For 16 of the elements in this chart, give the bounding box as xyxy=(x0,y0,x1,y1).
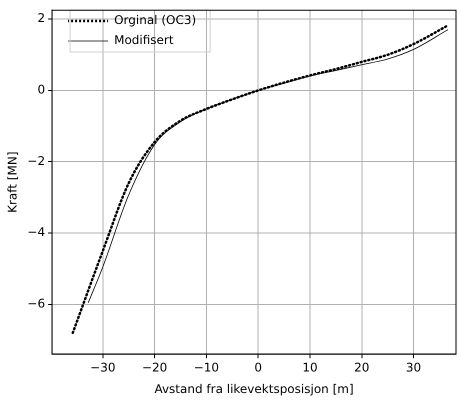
x-tick-label: 20 xyxy=(354,360,370,375)
y-tick-label: 2 xyxy=(37,11,46,26)
y-tick-label: 0 xyxy=(37,82,46,97)
y-tick-label: −2 xyxy=(27,154,46,168)
y-tick-label: −6 xyxy=(27,296,46,310)
x-tick-label: 10 xyxy=(302,360,318,375)
x-tick-label: −10 xyxy=(194,360,220,375)
x-tick-label: −20 xyxy=(142,360,168,375)
legend-label: Orginal (OC3) xyxy=(114,13,196,28)
x-tick-label: −30 xyxy=(90,360,116,375)
x-axis-title: Avstand fra likevektsposisjon [m] xyxy=(154,382,354,396)
x-tick-label: 30 xyxy=(406,360,422,375)
y-tick-label: −4 xyxy=(27,225,46,240)
legend-label: Modifisert xyxy=(114,33,174,48)
y-axis-title: Kraft [MN] xyxy=(5,152,20,213)
x-tick-label: 0 xyxy=(254,360,262,375)
